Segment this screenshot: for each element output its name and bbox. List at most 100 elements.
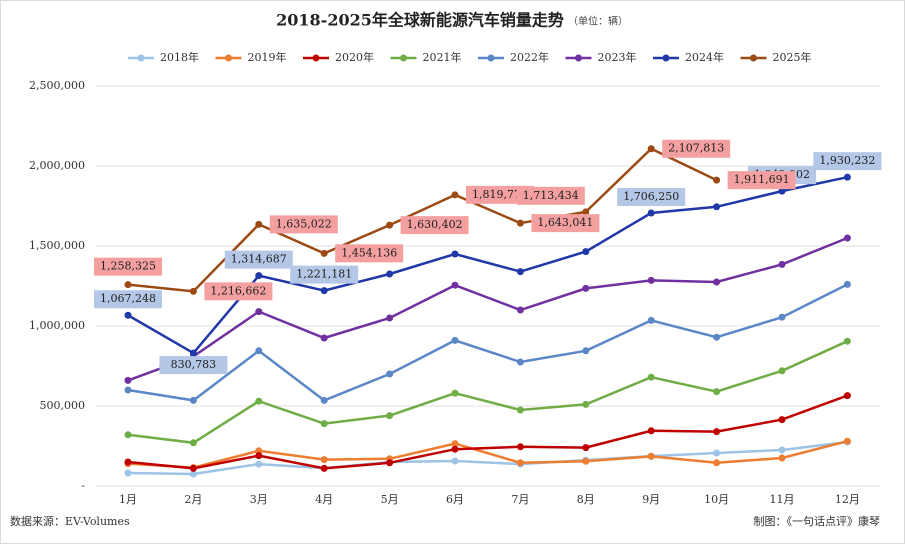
x-tick-label: 8月 [577, 493, 595, 506]
data-point [255, 220, 263, 228]
data-label: 1,706,250 [623, 190, 679, 203]
data-point [386, 314, 394, 322]
data-point [516, 443, 524, 451]
data-point [778, 367, 786, 375]
data-point [516, 268, 524, 276]
series-line [127, 440, 848, 476]
data-point [516, 406, 524, 414]
data-label-group: 1,630,402 [400, 216, 469, 235]
data-point [778, 187, 786, 195]
legend-label: 2021年 [423, 50, 462, 64]
data-label-group: 1,930,232 [813, 152, 882, 171]
data-point [124, 311, 132, 319]
data-label: 1,630,402 [407, 218, 463, 231]
data-point [386, 221, 394, 229]
data-point [713, 278, 721, 286]
data-label-group: 830,783 [159, 356, 228, 375]
data-label-group: 1,454,136 [335, 244, 404, 263]
legend-label: 2019年 [248, 50, 287, 64]
data-point [255, 347, 263, 355]
y-tick-label: 2,500,000 [29, 79, 85, 92]
credit: 制图：《一句话点评》康琴 [754, 514, 881, 528]
data-point [843, 234, 851, 242]
data-point [320, 334, 328, 342]
x-tick-label: 4月 [315, 493, 333, 506]
source: 数据来源：EV-Volumes [10, 514, 130, 528]
series-line [127, 283, 848, 402]
data-point [778, 454, 786, 462]
data-point [582, 457, 590, 465]
legend-label: 2023年 [598, 50, 637, 64]
data-point [451, 457, 459, 465]
x-tick-label: 1月 [119, 493, 137, 506]
data-label-box [727, 171, 796, 190]
data-point [516, 306, 524, 314]
chart-title: 2018-2025年全球新能源汽车销量走势 [276, 11, 564, 30]
data-label-box [224, 250, 293, 269]
data-label: 1,314,687 [231, 253, 287, 266]
data-point [320, 287, 328, 295]
data-point [320, 249, 328, 257]
data-point [386, 370, 394, 378]
x-tick-label: 7月 [511, 493, 529, 506]
x-tick-label: 3月 [250, 493, 268, 506]
series-line [127, 439, 848, 469]
data-point [647, 209, 655, 217]
data-point [189, 349, 197, 357]
data-point [255, 452, 263, 460]
data-point [582, 284, 590, 292]
data-label: 1,643,041 [537, 216, 593, 229]
data-label: 1,713,434 [523, 189, 579, 202]
series-line [127, 340, 848, 445]
data-point [713, 333, 721, 341]
data-point [124, 458, 132, 466]
data-point [843, 173, 851, 181]
data-point [189, 439, 197, 447]
data-label: 1,258,325 [100, 260, 156, 273]
data-point [451, 440, 459, 448]
data-point [451, 336, 459, 344]
data-point [647, 145, 655, 153]
legend-label: 2018年 [160, 50, 199, 64]
data-point [320, 420, 328, 428]
data-point [320, 396, 328, 404]
data-point [189, 464, 197, 472]
data-point [189, 470, 197, 478]
x-tick-label: 2月 [184, 493, 202, 506]
x-tick-label: 11月 [770, 493, 795, 506]
data-label: 2,107,813 [668, 142, 724, 155]
data-label-group: 1,067,248 [94, 290, 162, 309]
chart-subtitle: （单位：辆） [568, 15, 628, 28]
legend-marker [225, 54, 232, 62]
data-point [843, 392, 851, 400]
legend-marker [400, 54, 407, 62]
data-point [647, 427, 655, 435]
data-label-box [94, 290, 162, 309]
data-point [713, 428, 721, 436]
data-point [843, 280, 851, 288]
data-label-box [94, 257, 162, 276]
data-point [647, 276, 655, 284]
y-tick-label: 2,000,000 [29, 159, 85, 172]
data-label: 1,067,248 [100, 292, 156, 305]
legend-label: 2024年 [685, 50, 724, 64]
data-label: 1,819,779 [472, 188, 528, 201]
data-label: 1,454,136 [341, 246, 397, 259]
legend-marker [662, 54, 670, 62]
data-point [713, 176, 721, 184]
data-label: 1,930,232 [819, 154, 875, 167]
data-point [386, 412, 394, 420]
data-point [778, 260, 786, 268]
data-label-group: 1,314,687 [224, 250, 293, 269]
data-point [778, 446, 786, 454]
x-tick-label: 10月 [704, 493, 729, 506]
data-point [582, 208, 590, 216]
data-label: 1,216,662 [210, 284, 266, 297]
data-label: 1,911,691 [734, 173, 790, 186]
data-label-group: 1,221,181 [290, 265, 359, 284]
data-point [124, 431, 132, 439]
data-point [843, 337, 851, 345]
data-point [255, 397, 263, 405]
data-label-box [269, 215, 338, 234]
data-point [189, 396, 197, 404]
